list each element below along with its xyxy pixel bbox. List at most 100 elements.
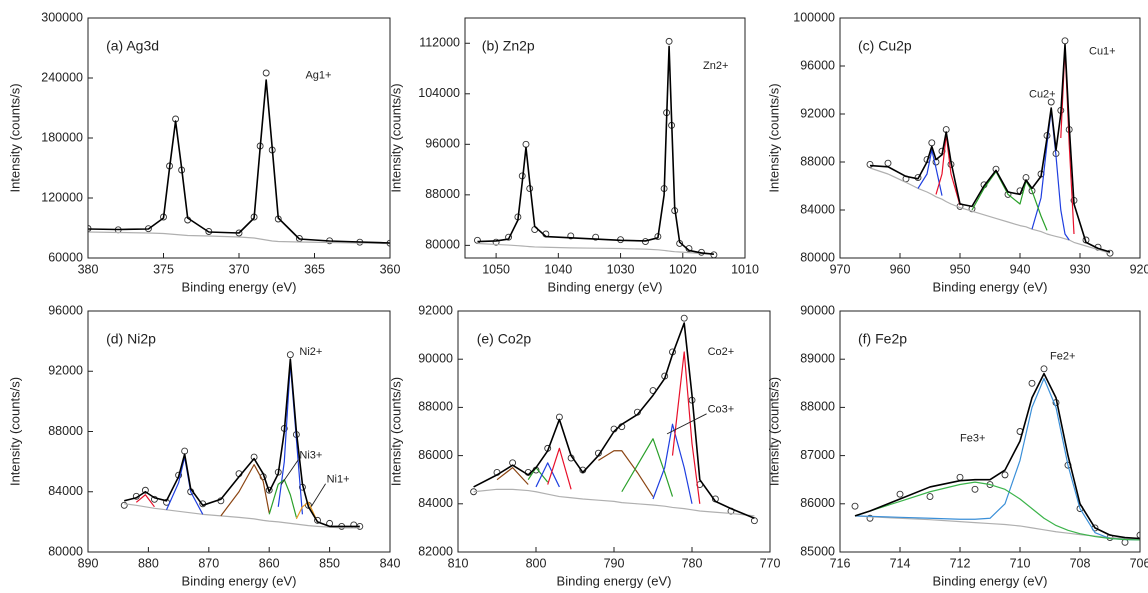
- y-tick-label: 80000: [425, 238, 460, 252]
- panel-title: (c) Cu2p: [858, 38, 912, 54]
- data-point: [286, 351, 294, 359]
- series-line: [277, 363, 304, 515]
- x-axis-title: Binding energy (eV): [933, 279, 1048, 294]
- series-line: [854, 515, 1140, 541]
- x-axis-title: Binding energy (eV): [933, 573, 1048, 588]
- series-line: [473, 488, 755, 517]
- y-tick-label: 80000: [800, 250, 835, 264]
- y-tick-label: 90000: [418, 351, 453, 365]
- y-axis-title: Intensity (counts/s): [766, 377, 781, 486]
- x-tick-label: 1040: [544, 262, 572, 276]
- x-tick-label: 860: [259, 556, 280, 570]
- x-tick-label: 790: [604, 556, 625, 570]
- x-axis-title: Binding energy (eV): [182, 573, 297, 588]
- panel-title: (d) Ni2p: [106, 331, 156, 347]
- data-point: [750, 517, 758, 525]
- series-line: [220, 464, 270, 517]
- y-tick-label: 92000: [800, 106, 835, 120]
- data-point: [665, 37, 673, 45]
- data-point: [141, 486, 149, 494]
- y-tick-label: 92000: [418, 303, 453, 317]
- series-line: [496, 467, 529, 485]
- panel: 810 800 790 780 770 82000 84000 86000 88000 90000…: [388, 303, 780, 588]
- data-point: [926, 493, 934, 501]
- y-tick-label: 60000: [48, 250, 83, 264]
- plot-frame: [87, 310, 391, 553]
- panel: 716 714 712 710 708 706 85000 86000 87000 88000 89…: [766, 303, 1148, 588]
- series-line: [295, 501, 319, 523]
- y-tick-label: 88000: [800, 400, 835, 414]
- peak-label: Ni1+: [327, 474, 350, 486]
- series-line: [1031, 109, 1070, 241]
- plot-area: [473, 37, 718, 258]
- data-point: [473, 236, 481, 244]
- series-line: [869, 43, 1111, 253]
- plot-frame: [839, 17, 1141, 259]
- data-point: [1001, 471, 1009, 479]
- peak-label: Zn2+: [703, 60, 728, 72]
- y-axis-title: Intensity (counts/s): [388, 377, 403, 486]
- x-tick-label: 706: [1130, 556, 1148, 570]
- y-tick-label: 96000: [800, 58, 835, 72]
- x-tick-label: 870: [198, 556, 219, 570]
- plot-area: [88, 69, 390, 247]
- data-point: [928, 139, 936, 147]
- series-line: [473, 322, 755, 519]
- x-tick-label: 375: [153, 262, 174, 276]
- panel: 1050 1040 1030 1020 1010 80000 88000 96000 10400…: [388, 17, 759, 294]
- x-axis-title: Binding energy (eV): [182, 279, 297, 294]
- data-point: [1121, 538, 1129, 546]
- panel-title: (a) Ag3d: [106, 38, 159, 54]
- x-tick-label: 716: [830, 556, 851, 570]
- data-point: [680, 314, 688, 322]
- data-point: [567, 232, 575, 240]
- data-point: [492, 238, 500, 246]
- y-tick-label: 85000: [800, 544, 835, 558]
- y-tick-label: 89000: [800, 351, 835, 365]
- series-line: [869, 167, 1111, 254]
- x-tick-label: 940: [1010, 262, 1031, 276]
- data-point: [181, 447, 189, 455]
- y-tick-label: 90000: [800, 303, 835, 317]
- series-line: [477, 45, 714, 256]
- data-point: [1040, 365, 1048, 373]
- series-line: [854, 481, 1140, 541]
- x-tick-label: 960: [890, 262, 911, 276]
- x-tick-label: 880: [138, 556, 159, 570]
- data-point: [1136, 531, 1140, 539]
- y-tick-label: 100000: [793, 10, 835, 24]
- data-point: [884, 159, 892, 167]
- series-line: [88, 79, 390, 244]
- y-axis-title: Intensity (counts/s): [7, 83, 22, 192]
- peak-label: Ni3+: [299, 450, 322, 462]
- series-line: [971, 171, 1048, 231]
- data-point: [710, 251, 718, 258]
- x-tick-label: 920: [1130, 262, 1148, 276]
- y-tick-label: 86000: [800, 496, 835, 510]
- y-tick-label: 104000: [418, 86, 460, 100]
- y-tick-label: 88000: [425, 187, 460, 201]
- series-line: [671, 351, 701, 504]
- peak-label: Cu1+: [1089, 46, 1116, 58]
- data-point: [866, 514, 874, 522]
- y-tick-label: 88000: [418, 400, 453, 414]
- x-tick-label: 370: [229, 262, 250, 276]
- panel-title: (e) Co2p: [477, 331, 532, 347]
- peak-label: Ag1+: [305, 70, 331, 82]
- series-line: [535, 462, 560, 488]
- x-tick-label: 890: [78, 556, 99, 570]
- data-point: [265, 486, 273, 494]
- y-tick-label: 88000: [48, 424, 83, 438]
- y-axis-title: Intensity (counts/s): [388, 83, 403, 192]
- data-point: [1061, 37, 1069, 45]
- data-point: [120, 501, 128, 509]
- x-tick-label: 712: [950, 556, 971, 570]
- panel: 970 960 950 940 930 920 80000 84000 88000 92000 96…: [766, 10, 1148, 294]
- y-axis-title: Intensity (counts/s): [7, 377, 22, 486]
- y-tick-label: 96000: [48, 303, 83, 317]
- x-tick-label: 800: [526, 556, 547, 570]
- y-tick-label: 84000: [418, 496, 453, 510]
- series-line: [854, 372, 1140, 540]
- x-tick-label: 1030: [607, 262, 635, 276]
- peak-label: Fe2+: [1050, 351, 1075, 363]
